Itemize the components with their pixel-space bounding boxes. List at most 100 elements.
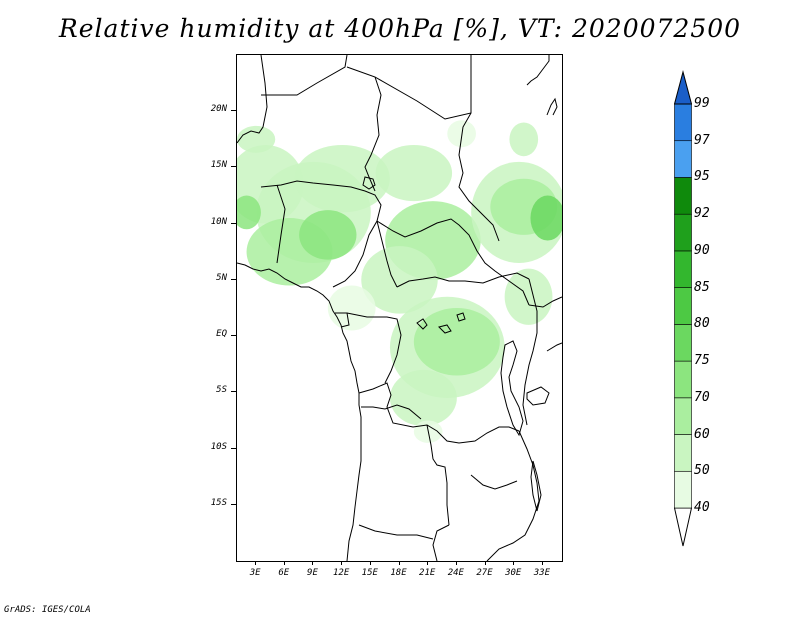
border	[486, 430, 540, 561]
longitude-tick	[341, 561, 343, 565]
colorbar-level-label: 80	[694, 316, 710, 332]
border	[546, 342, 562, 352]
map-title: Relative humidity at 400hPa [%], VT: 202…	[58, 14, 742, 43]
grads-credit: GrADS: IGES/COLA	[4, 605, 91, 615]
lake	[362, 176, 376, 190]
colorbar-bin	[674, 140, 692, 178]
border	[432, 524, 450, 561]
colorbar-level-label: 70	[694, 389, 710, 405]
border	[470, 474, 518, 490]
humidity-region	[530, 195, 562, 241]
colorbar-bin	[674, 213, 692, 252]
lake	[438, 324, 452, 334]
colorbar-level-label: 95	[694, 169, 710, 185]
latitude-label: 15N	[210, 160, 227, 171]
colorbar-bin	[674, 324, 692, 362]
border	[522, 278, 538, 426]
humidity-region	[361, 246, 438, 314]
border	[396, 272, 530, 288]
latitude-label: 5N	[216, 272, 227, 283]
coastline	[546, 97, 558, 116]
border	[261, 55, 348, 96]
latitude-tick	[231, 335, 236, 337]
border	[358, 382, 520, 444]
longitude-label: 9E	[307, 568, 318, 578]
longitude-label: 6E	[278, 568, 290, 578]
border	[376, 218, 530, 306]
longitude-tick	[283, 561, 285, 565]
coastline	[237, 55, 268, 144]
colorbar-bin	[674, 470, 692, 509]
longitude-label: 21E	[419, 568, 436, 578]
border	[458, 112, 500, 242]
longitude-label: 3E	[249, 568, 261, 578]
colorbar-level-label: 92	[694, 206, 710, 222]
colorbar-level-label: 75	[694, 353, 710, 369]
lake	[530, 460, 542, 512]
colorbar-bin	[674, 397, 692, 435]
colorbar-bin	[674, 287, 692, 325]
border	[358, 524, 434, 540]
humidity-region	[237, 125, 276, 153]
colorbar-level-label: 97	[694, 132, 710, 148]
latitude-tick	[231, 447, 236, 449]
border	[276, 184, 286, 264]
colorbar-bin	[674, 177, 692, 215]
colorbar-level-label: 99	[694, 96, 710, 111]
longitude-label: 12E	[333, 568, 350, 578]
longitude-tick	[369, 561, 371, 565]
colorbar-level-label: 50	[694, 463, 710, 479]
colorbar-bin	[674, 250, 692, 288]
latitude-label: EQ	[216, 329, 227, 340]
latitude-label: 10N	[210, 216, 227, 227]
longitude-tick	[484, 561, 486, 565]
latitude-tick	[231, 503, 236, 505]
coastline	[237, 262, 362, 561]
border	[346, 312, 402, 384]
longitude-tick	[455, 561, 457, 565]
colorbar-level-label: 40	[694, 500, 710, 515]
colorbar-bin	[674, 360, 692, 399]
longitude-label: 27E	[476, 568, 493, 578]
latitude-tick	[231, 166, 236, 168]
latitude-label: 15S	[210, 497, 227, 508]
lake	[500, 340, 524, 437]
border	[260, 180, 382, 288]
longitude-tick	[312, 561, 314, 565]
lake	[526, 386, 550, 406]
latitude-tick	[231, 110, 236, 112]
colorbar-under-arrow	[674, 507, 692, 547]
humidity-region	[294, 144, 390, 213]
latitude-tick	[231, 222, 236, 224]
longitude-tick	[398, 561, 400, 565]
latitude-label: 10S	[210, 441, 227, 452]
humidity-region	[375, 144, 453, 202]
longitude-label: 33E	[533, 568, 550, 578]
humidity-region	[327, 285, 376, 331]
longitude-tick	[255, 561, 257, 565]
coastline	[526, 55, 550, 86]
longitude-label: 15E	[361, 568, 378, 578]
longitude-tick	[513, 561, 515, 565]
humidity-region	[413, 308, 500, 376]
lake	[416, 318, 428, 330]
border	[346, 66, 382, 192]
humidity-region	[504, 268, 553, 325]
humidity-region	[389, 369, 457, 427]
humidity-region	[299, 210, 357, 260]
latitude-label: 20N	[210, 104, 227, 115]
humidity-region	[509, 122, 539, 157]
map-canvas	[237, 55, 562, 561]
colorbar-level-label: 90	[694, 242, 710, 258]
longitude-tick	[427, 561, 429, 565]
longitude-tick	[541, 561, 543, 565]
country-borders	[237, 55, 562, 561]
humidity-shading	[237, 120, 562, 443]
longitude-label: 24E	[447, 568, 464, 578]
border	[376, 220, 398, 288]
lake	[456, 312, 466, 322]
border	[335, 312, 350, 328]
latitude-tick	[231, 278, 236, 280]
latitude-label: 5S	[216, 385, 227, 396]
longitude-label: 30E	[505, 568, 522, 578]
